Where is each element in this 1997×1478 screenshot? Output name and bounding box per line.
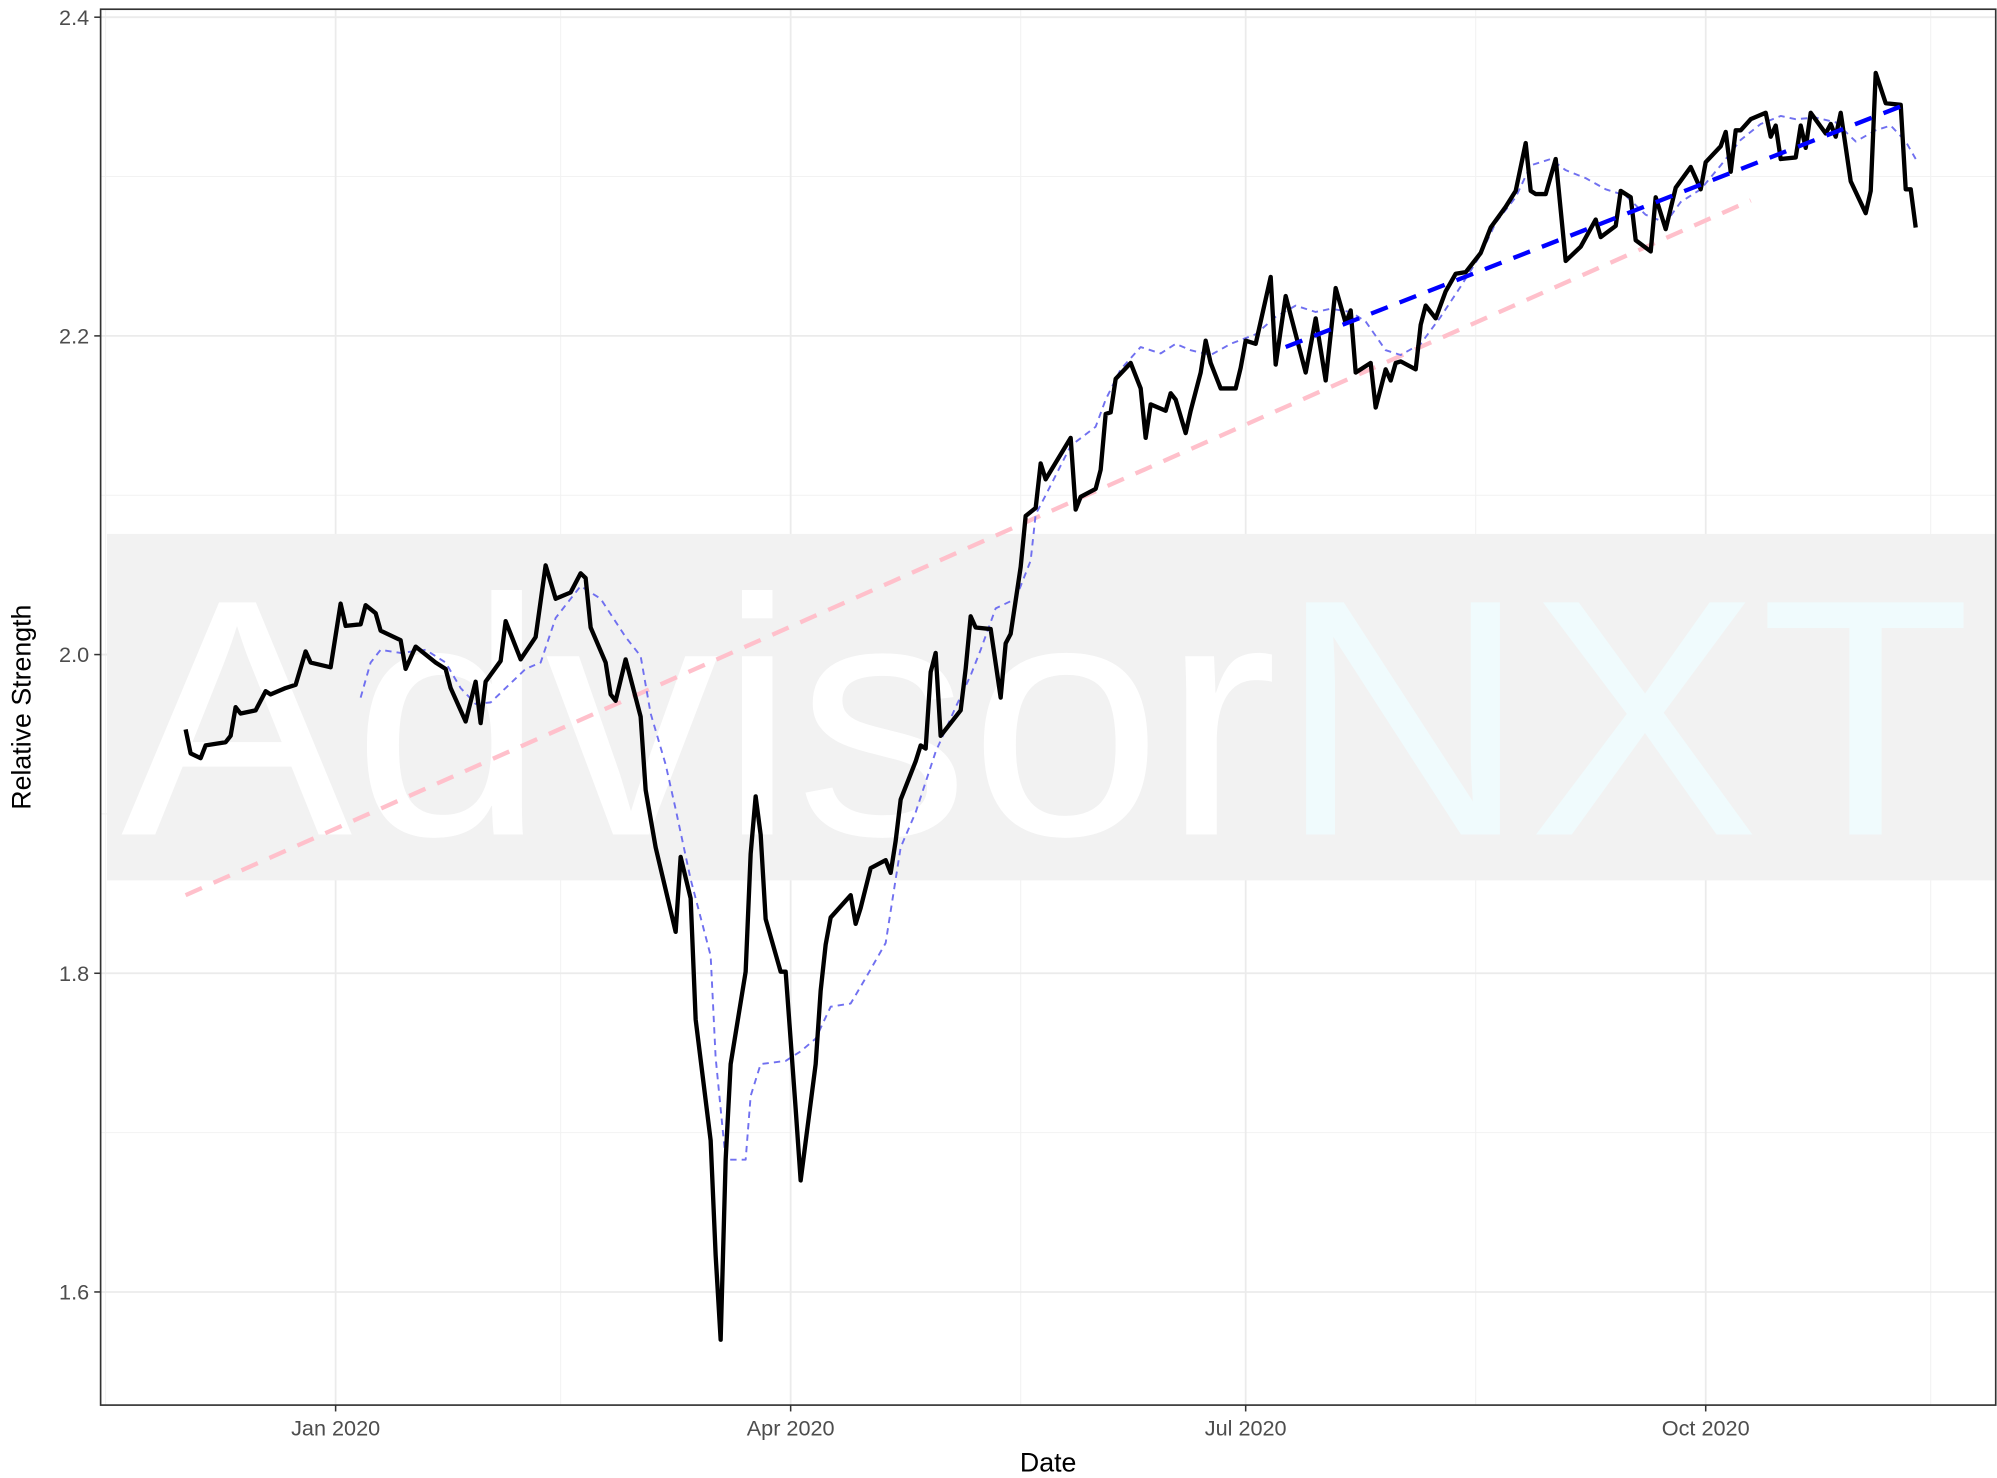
watermark-band (106, 533, 1996, 881)
series-line (1284, 104, 1902, 350)
series-line (183, 70, 1918, 1342)
watermark: Advisor NXT (121, 529, 1972, 907)
lines (183, 70, 1918, 1342)
series-line (184, 198, 1752, 898)
y-tick-label: 1.8 (59, 961, 89, 986)
y-axis-title: Relative Strength (7, 605, 37, 810)
watermark-part: Advisor (121, 529, 1278, 907)
y-tick-label: 2.0 (59, 642, 89, 667)
x-tick-label: Jan 2020 (291, 1416, 380, 1441)
x-tick-label: Oct 2020 (1662, 1416, 1750, 1441)
panel-border (99, 8, 1997, 1406)
watermark-part: NXT (1278, 529, 1972, 907)
series-line (359, 115, 1917, 1161)
x-tick-label: Jul 2020 (1205, 1416, 1287, 1441)
y-tick-label: 1.6 (59, 1280, 89, 1305)
axes: Jan 2020 Apr 2020 Jul 2020 Oct 2020 1.6 1.8 2.… (59, 5, 1750, 1441)
y-tick-label: 2.2 (59, 324, 89, 349)
x-axis-title: Date (1020, 1447, 1076, 1477)
y-tick-label: 2.4 (59, 5, 89, 30)
x-tick-label: Apr 2020 (747, 1416, 835, 1441)
